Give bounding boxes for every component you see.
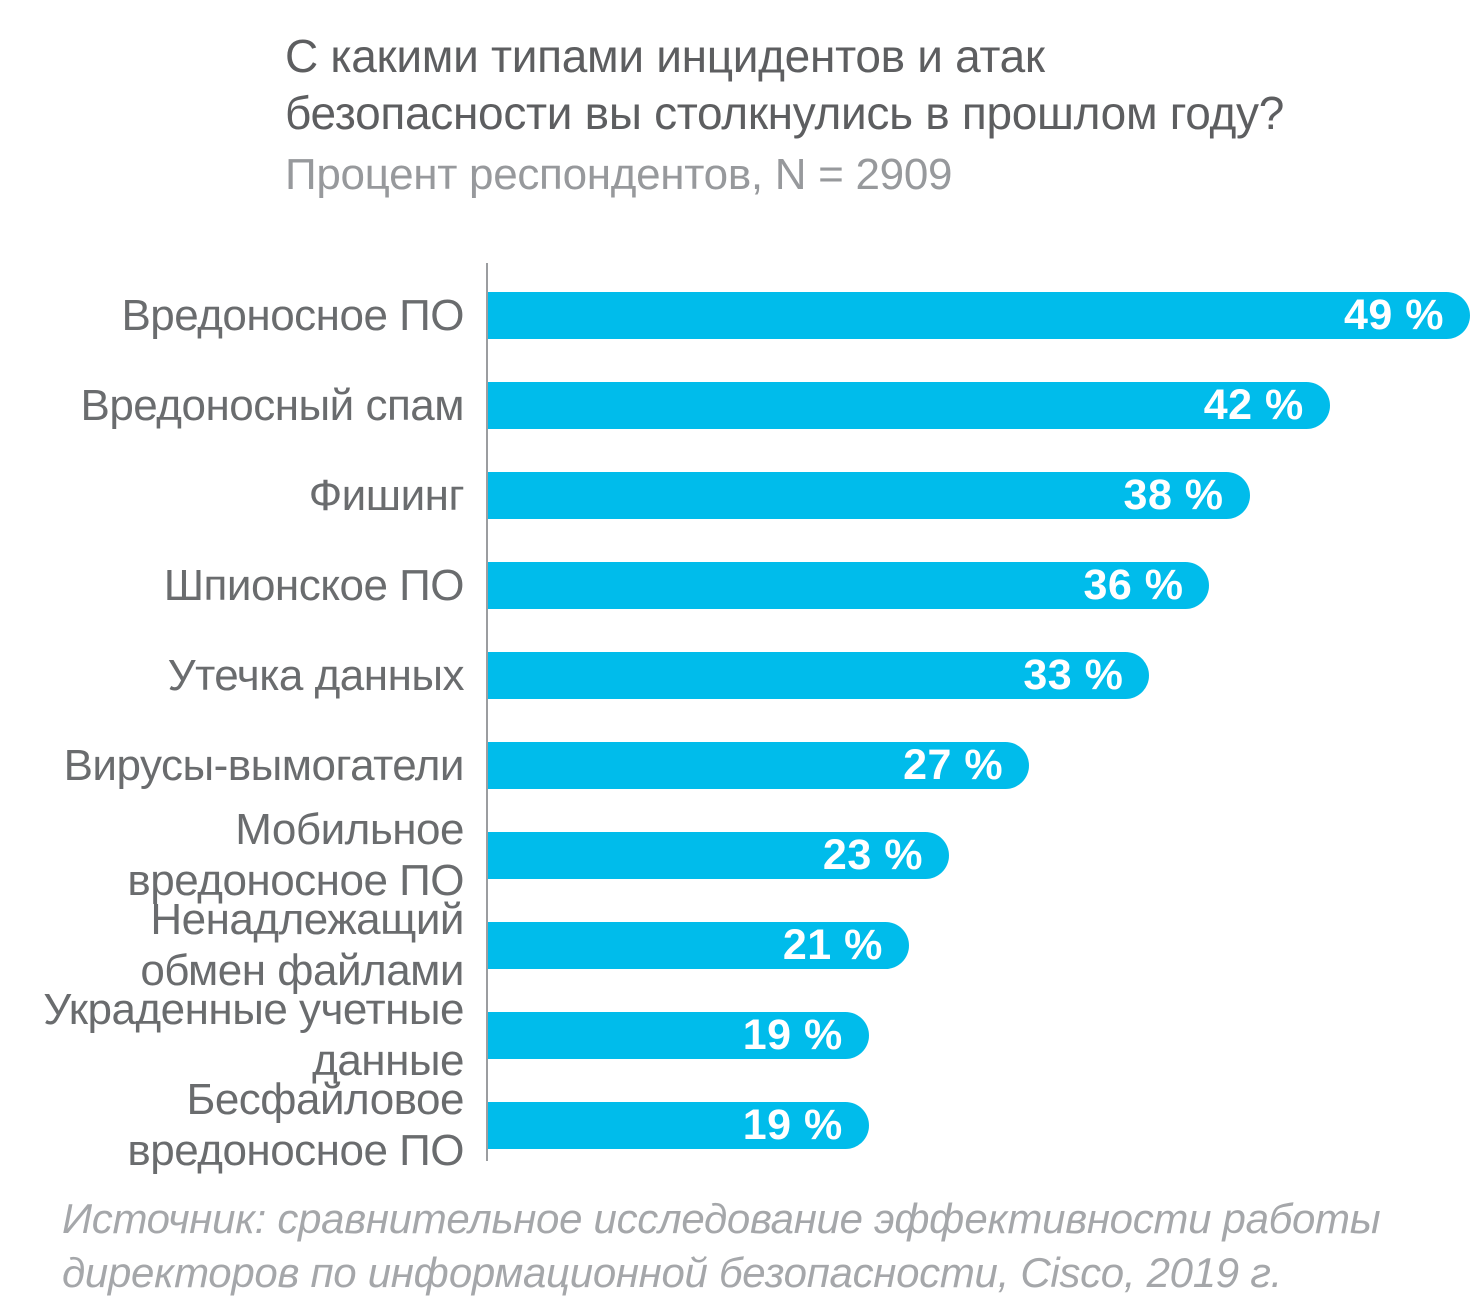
bar-value-label: 38 % xyxy=(1123,470,1224,519)
bar-value-label: 23 % xyxy=(822,830,923,879)
bar: 19 % xyxy=(488,1100,869,1149)
chart-title: С какими типами инцидентов и атак безопа… xyxy=(285,30,1285,139)
category-label: Ненадлежащий обмен файлами xyxy=(140,895,464,995)
category-label: Украденные учетные данные xyxy=(43,985,464,1085)
bar: 49 % xyxy=(488,290,1470,339)
bar-area: 21 % xyxy=(488,920,1470,969)
chart-header: С какими типами инцидентов и атак безопа… xyxy=(285,28,1465,201)
bar: 27 % xyxy=(488,740,1030,789)
bar-area: 23 % xyxy=(488,830,1470,879)
bar-value-label: 33 % xyxy=(1023,650,1124,699)
category-label: Мобильное вредоносное ПО xyxy=(127,805,464,905)
bar-row-data-leak: Утечка данных 33 % xyxy=(0,630,1484,720)
bar-value-label: 36 % xyxy=(1083,560,1184,609)
bar-value-label: 21 % xyxy=(782,920,883,969)
bar-row-mobile-malware: Мобильное вредоносное ПО 23 % xyxy=(0,805,1484,905)
bar: 38 % xyxy=(488,470,1250,519)
bar-row-malicious-spam: Вредоносный спам 42 % xyxy=(0,360,1484,450)
bar-chart: Вредоносное ПО 49 % Вредоносный спам 42 … xyxy=(0,263,1484,1175)
bar-value-label: 19 % xyxy=(742,1010,843,1059)
bar-area: 27 % xyxy=(488,740,1470,789)
bar-area: 38 % xyxy=(488,470,1470,519)
category-label: Вредоносный спам xyxy=(80,380,464,430)
category-label: Фишинг xyxy=(308,470,465,520)
bar: 42 % xyxy=(488,380,1330,429)
bar-area: 19 % xyxy=(488,1010,1470,1059)
bar-row-improper-file-sharing: Ненадлежащий обмен файлами 21 % xyxy=(0,895,1484,995)
bar-area: 42 % xyxy=(488,380,1470,429)
bar-value-label: 42 % xyxy=(1203,380,1304,429)
bar: 33 % xyxy=(488,650,1150,699)
bar-row-spyware: Шпионское ПО 36 % xyxy=(0,540,1484,630)
category-label: Бесфайловое вредоносное ПО xyxy=(127,1075,464,1175)
bar-area: 33 % xyxy=(488,650,1470,699)
bar-area: 49 % xyxy=(488,290,1470,339)
bar: 21 % xyxy=(488,920,909,969)
bar: 36 % xyxy=(488,560,1210,609)
bar-row-malware: Вредоносное ПО 49 % xyxy=(0,270,1484,360)
bar: 19 % xyxy=(488,1010,869,1059)
chart-subtitle: Процент респондентов, N = 2909 xyxy=(285,150,953,199)
category-label: Вредоносное ПО xyxy=(121,290,464,340)
bar-value-label: 49 % xyxy=(1343,290,1444,339)
bar-rows: Вредоносное ПО 49 % Вредоносный спам 42 … xyxy=(0,270,1484,1175)
bar-value-label: 19 % xyxy=(742,1100,843,1149)
bar-row-stolen-credentials: Украденные учетные данные 19 % xyxy=(0,985,1484,1085)
bar-row-fileless-malware: Бесфайловое вредоносное ПО 19 % xyxy=(0,1075,1484,1175)
bar-row-ransomware: Вирусы-вымогатели 27 % xyxy=(0,720,1484,810)
bar-area: 19 % xyxy=(488,1100,1470,1149)
category-label: Утечка данных xyxy=(167,650,465,700)
category-label: Вирусы-вымогатели xyxy=(63,740,465,790)
bar-row-phishing: Фишинг 38 % xyxy=(0,450,1484,540)
bar-area: 36 % xyxy=(488,560,1470,609)
category-label: Шпионское ПО xyxy=(163,560,465,610)
source-note: Источник: сравнительное исследование эфф… xyxy=(62,1195,1381,1296)
bar-value-label: 27 % xyxy=(903,740,1004,789)
axis-line xyxy=(486,263,488,1161)
bar: 23 % xyxy=(488,830,949,879)
